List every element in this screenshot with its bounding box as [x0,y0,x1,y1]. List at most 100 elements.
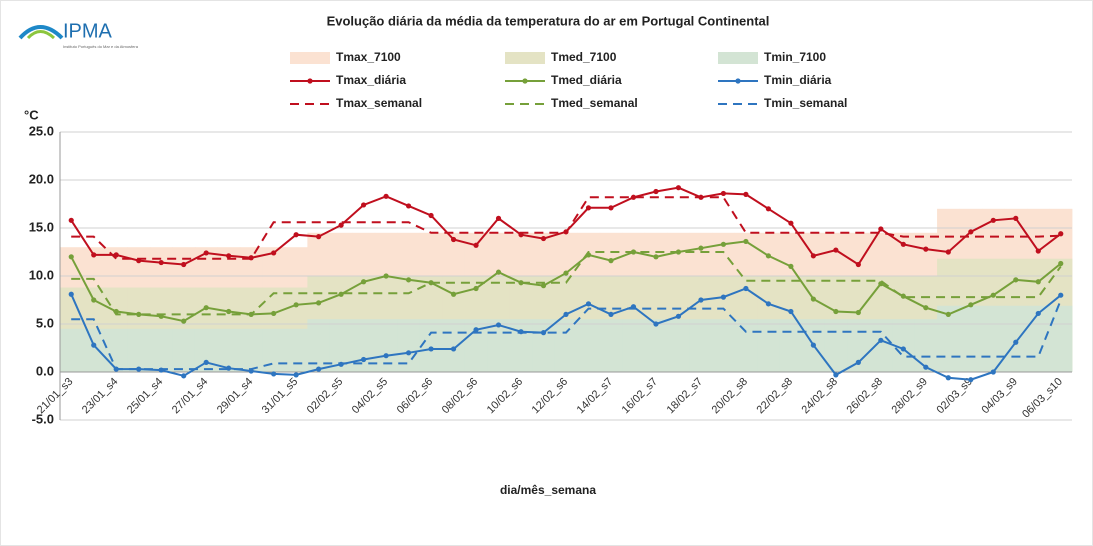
point [383,193,389,199]
area-step [329,319,353,372]
point [878,337,884,343]
area-step [937,305,960,372]
point [968,302,974,308]
point [878,226,884,232]
area-step [509,319,533,372]
point [473,285,479,292]
point [608,258,614,264]
area-step [667,319,691,372]
area-step [284,328,308,372]
legend-marker [522,78,528,84]
area-step [464,319,488,372]
point [743,238,749,245]
area-step [217,328,241,372]
weekly-line [71,196,1061,260]
legend-label: Tmax_diária [336,73,406,87]
area-step [914,319,938,372]
point [136,366,142,372]
area-step [1049,305,1073,372]
point [136,311,142,317]
point [788,220,794,226]
point [450,236,457,243]
point [68,291,74,297]
point [833,247,839,253]
point [1058,231,1064,237]
legend-label: Tmin_7100 [764,50,826,64]
point [68,254,74,260]
area-step [419,319,443,372]
point [585,301,592,307]
area-step [959,305,983,372]
area-step [262,328,286,372]
point [675,313,682,319]
area-step [554,319,578,372]
legend-swatch [290,52,330,64]
point [540,235,547,242]
point [361,279,367,285]
point [900,241,906,247]
point [226,308,232,315]
y-tick-label: 10.0 [29,267,54,282]
point [765,253,772,259]
area-step [689,319,713,372]
point [181,261,187,268]
point [990,369,996,375]
point [271,250,277,256]
point [743,285,749,292]
area-step [869,319,893,372]
area-step [104,328,128,372]
point [428,212,434,219]
area-step [982,305,1005,372]
point [338,222,344,228]
point [743,191,749,197]
point [495,215,502,221]
y-axis-label: °C [24,107,39,122]
point [1058,260,1064,267]
point [855,261,861,268]
point [968,229,974,235]
point [923,246,929,252]
area-step [1004,305,1028,372]
area-step [172,328,196,372]
logo: IPMA Instituto Português do Mar e da Atm… [18,20,139,49]
point [338,291,344,297]
chart-title: Evolução diária da média da temperatura … [327,13,770,28]
point [675,185,682,191]
point [698,297,704,303]
point [383,353,389,359]
area-step [127,328,151,372]
point [361,202,367,208]
point [91,252,97,258]
point [316,366,322,372]
legend-label: Tmed_semanal [551,96,638,110]
logo-arc [18,25,64,40]
point [181,373,187,379]
area-step [779,319,803,372]
point [1013,277,1019,283]
area-step [622,319,646,372]
point [945,375,951,381]
point [1058,292,1064,298]
point [810,342,816,348]
point [900,293,906,299]
y-tick-label: 25.0 [29,123,54,138]
point [968,377,974,383]
y-tick-label: 5.0 [36,315,54,330]
point [563,311,569,317]
area-step [599,319,623,372]
point [653,321,659,327]
weekly-line [71,299,1062,371]
point [1013,339,1019,345]
point [293,232,299,238]
point [316,234,322,240]
point [405,350,412,356]
point [923,305,929,311]
point [181,318,187,324]
point [495,322,502,328]
point [271,310,277,317]
point [91,342,97,348]
point [91,297,97,303]
area-step [577,319,601,372]
point [203,359,209,365]
point [585,205,592,211]
